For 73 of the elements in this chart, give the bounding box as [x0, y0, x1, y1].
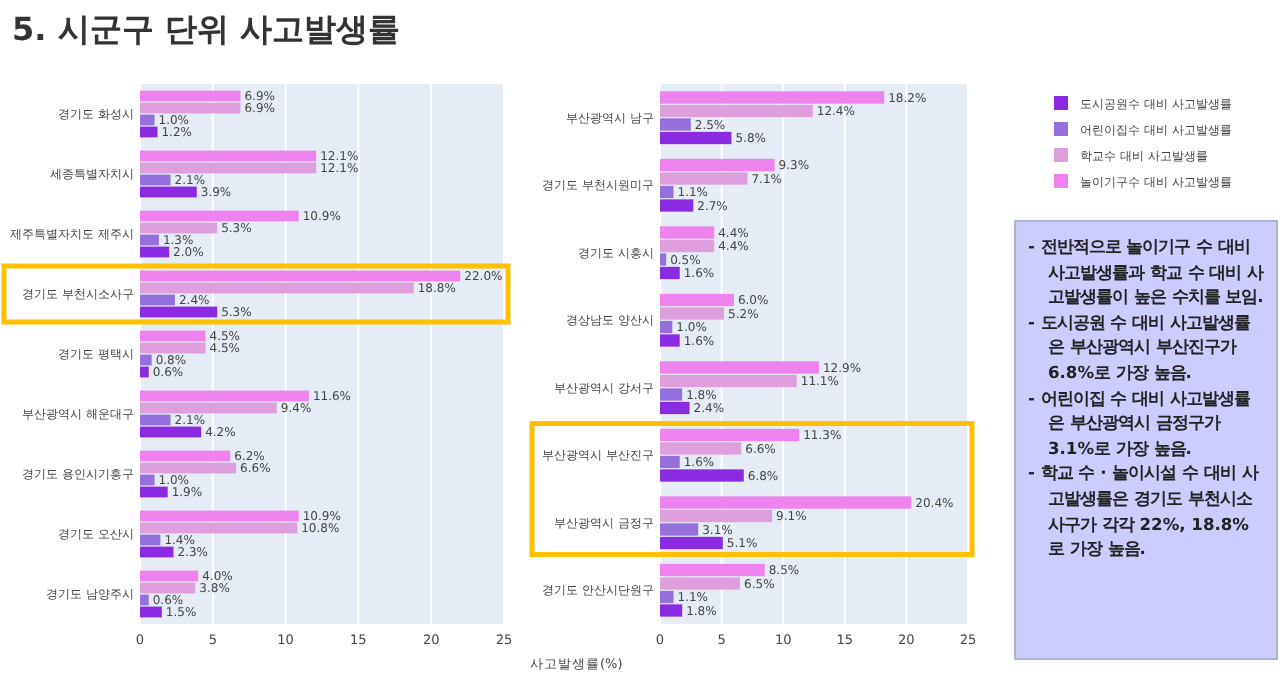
bar — [660, 590, 674, 604]
bar — [660, 523, 699, 536]
bar — [140, 462, 237, 474]
bar — [660, 131, 732, 145]
bar — [660, 428, 800, 442]
bar — [660, 320, 673, 334]
bar — [140, 126, 158, 138]
bar — [660, 509, 773, 523]
text: - 전반적으로 놀이기구 수 대비 사고발생률과 학교 수 대비 사고발생률이 높은 수치를 보임. — [1028, 234, 1264, 310]
bar — [140, 162, 317, 174]
bar — [660, 172, 748, 185]
bar — [660, 307, 725, 320]
bar — [660, 185, 674, 199]
bar — [140, 234, 159, 246]
bar — [660, 401, 690, 415]
bar — [140, 390, 309, 402]
bar — [660, 455, 680, 469]
bar — [140, 402, 277, 414]
bar — [140, 486, 168, 498]
bar — [140, 282, 414, 294]
bar — [140, 510, 299, 522]
bar — [140, 246, 170, 258]
bar — [140, 450, 231, 462]
bar — [140, 546, 174, 558]
bar — [660, 239, 715, 253]
bar — [660, 563, 765, 577]
bar — [140, 522, 298, 534]
bar — [140, 354, 152, 366]
bar — [660, 577, 741, 590]
bar — [660, 158, 775, 172]
bar — [140, 414, 171, 426]
bar — [140, 210, 299, 222]
bar — [140, 174, 171, 186]
bar — [140, 366, 149, 378]
bar — [660, 536, 723, 550]
bar — [660, 293, 734, 307]
bar — [660, 253, 667, 266]
chart-title: 5. 시군구 단위 사고발생률 — [12, 10, 400, 48]
bar — [660, 361, 819, 374]
bar — [140, 90, 241, 102]
bar — [140, 606, 162, 618]
text: - 어린이집 수 대비 사고발생률은 부산광역시 금정구가 3.1%로 가장 높음. — [1028, 385, 1252, 461]
bar — [140, 582, 196, 594]
text: - 학교 수 · 놀이시설 수 대비 사고발생률은 경기도 부천시소사구가 각각 22%, 18.8%로 가장 높음. — [1028, 460, 1261, 562]
bar — [140, 150, 317, 162]
bar — [660, 226, 715, 239]
bar — [140, 102, 241, 114]
bar — [660, 91, 885, 104]
bar — [140, 594, 149, 606]
bar — [140, 114, 155, 126]
bar — [140, 342, 206, 354]
bar — [660, 442, 742, 455]
bar — [660, 388, 683, 401]
bar — [140, 534, 161, 546]
bar — [140, 222, 218, 234]
text: - 도시공원 수 대비 사고발생률은 부산광역시 부산진구가 6.8%로 가장 높음. — [1028, 309, 1252, 386]
bar — [140, 270, 461, 282]
bar — [660, 604, 683, 617]
bar — [140, 570, 199, 582]
bar — [140, 306, 218, 318]
bar — [140, 426, 202, 438]
bar — [660, 374, 797, 388]
bar — [140, 186, 197, 198]
bar — [140, 330, 206, 342]
bar — [660, 104, 813, 118]
bar — [660, 118, 691, 131]
bar — [140, 294, 175, 306]
bar — [140, 474, 155, 486]
bar — [660, 469, 744, 482]
bar — [660, 334, 680, 347]
bar — [660, 496, 912, 509]
bar — [660, 199, 694, 212]
bar — [660, 266, 680, 280]
